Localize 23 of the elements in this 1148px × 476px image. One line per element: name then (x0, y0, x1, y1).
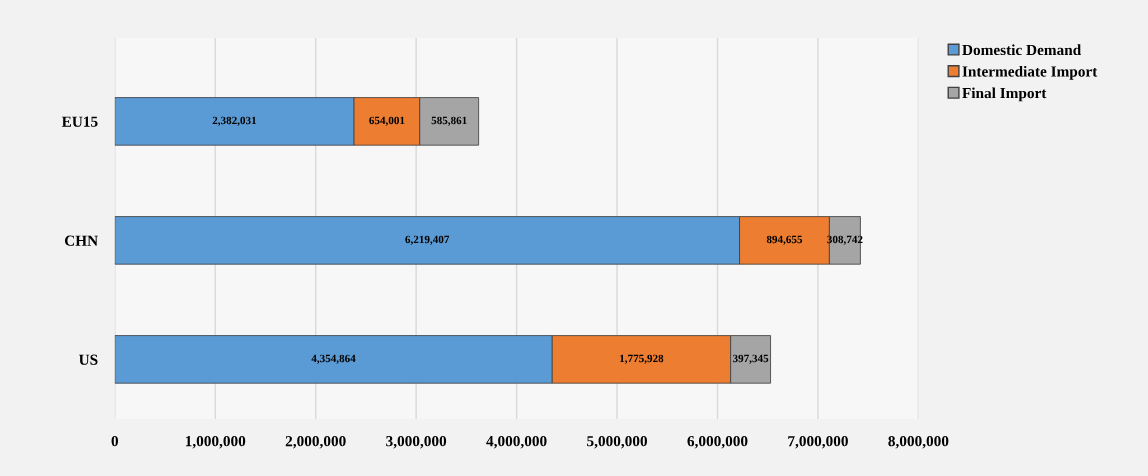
x-tick-label: 1,000,000 (185, 435, 246, 449)
x-tick-label: 3,000,000 (386, 435, 447, 449)
legend-label: Intermediate Import (962, 65, 1098, 80)
x-tick-label: 7,000,000 (788, 435, 848, 449)
x-tick-label: 4,000,000 (486, 435, 547, 449)
data-label: 2,382,031 (212, 116, 257, 126)
x-tick-label: 5,000,000 (587, 435, 648, 449)
data-label: 6,219,407 (405, 235, 450, 245)
data-label: 894,655 (766, 235, 803, 245)
x-tick-label: 6,000,000 (687, 435, 748, 449)
data-label: 4,354,864 (311, 354, 356, 364)
data-label: 654,001 (369, 116, 405, 126)
y-tick-label: US (78, 354, 98, 365)
x-tick-label: 0 (111, 435, 119, 447)
y-tick-label: CHN (64, 235, 98, 246)
legend-label: Final Import (962, 87, 1047, 102)
data-label: 585,861 (431, 116, 467, 126)
y-tick-label: EU15 (61, 116, 98, 127)
data-label: 397,345 (732, 354, 769, 364)
legend-label: Domestic Demand (962, 44, 1082, 56)
data-label: 1,775,928 (620, 354, 664, 364)
x-tick-label: 2,000,000 (285, 435, 346, 449)
x-tick-label: 8,000,000 (888, 435, 949, 449)
